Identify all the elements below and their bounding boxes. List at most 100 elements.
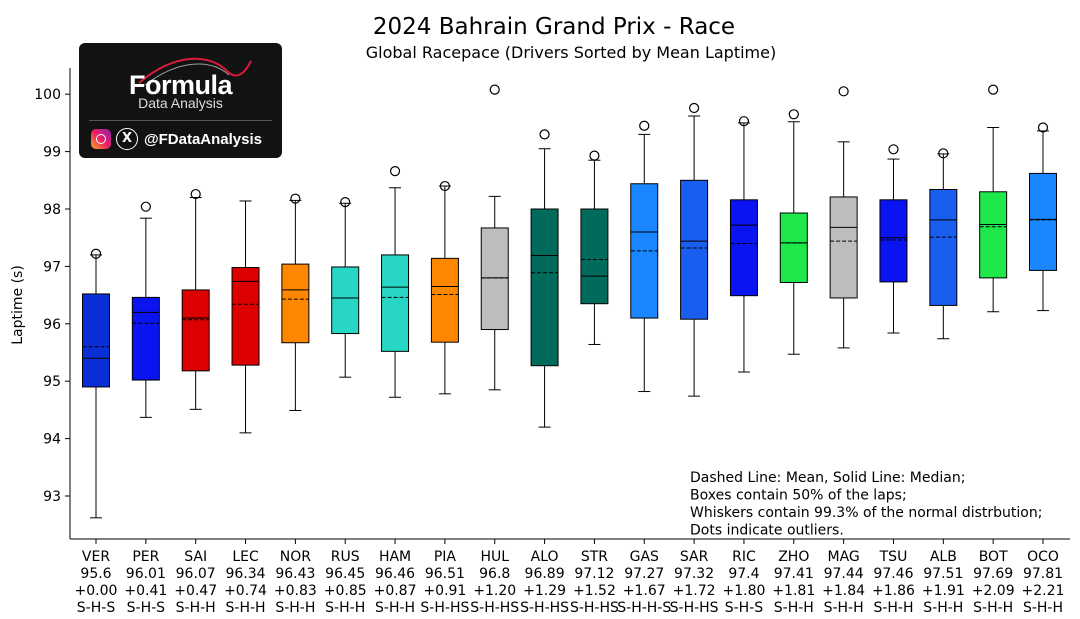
driver-label: GAS [630,549,659,565]
box-oco [1029,122,1057,312]
y-tick-label: 100 [34,87,61,103]
tyre-strategy-label: S-H-H [176,600,216,616]
box-str [580,150,609,345]
driver-label: RIC [732,549,756,565]
tyre-strategy-label: S-H-H-S [617,600,671,616]
outlier-point [788,109,799,120]
legend-note-line: Dots indicate outliers. [690,523,844,539]
gap-label: +1.81 [772,583,815,599]
box-ric [729,116,758,373]
driver-label: VER [82,549,110,565]
gap-label: +1.84 [822,583,865,599]
box-sar [680,102,709,397]
tyre-strategy-label: S-H-HS [570,600,619,616]
gap-label: +0.74 [224,583,267,599]
iqr-box [480,227,509,331]
box-alo [530,129,559,428]
logo-wordmark: Formula [128,70,233,100]
mean-laptime-label: 97.44 [824,566,864,582]
mean-laptime-label: 97.4 [728,566,759,582]
box-ham [381,166,410,398]
mean-laptime-label: 96.45 [325,566,365,582]
iqr-box [879,199,908,283]
box-nor [281,193,310,411]
y-tick-label: 99 [43,145,61,161]
tyre-strategy-label: S-H-H [923,600,963,616]
outlier-point [140,201,151,212]
box-alb [929,148,958,340]
outlier-point [689,102,700,114]
gap-label: +0.91 [423,583,466,599]
legend-note: Dashed Line: Mean, Solid Line: Median; Bo… [690,470,1042,539]
iqr-box [829,196,858,299]
tyre-strategy-label: S-H-H [1023,600,1063,616]
y-tick-label: 94 [43,432,61,448]
y-tick-label: 97 [43,259,61,275]
mean-laptime-label: 96.8 [479,566,510,582]
mean-laptime-label: 96.07 [176,566,216,582]
mean-laptime-label: 97.12 [574,566,614,582]
iqr-box [281,263,310,344]
legend-note-line: Dashed Line: Mean, Solid Line: Median; [690,470,965,486]
mean-laptime-label: 96.51 [425,566,465,582]
driver-label: SAR [680,549,709,565]
axes: 93 94 95 96 97 98 99 100 [34,68,1070,540]
gap-label: +1.80 [722,583,765,599]
box-tsu [879,144,908,334]
brand-logo: Formula Data Analysis X @FDataAnalysis [79,43,282,158]
outlier-point [190,188,201,200]
outlier-point [838,86,849,97]
mean-laptime-label: 97.41 [774,566,814,582]
driver-label: PIA [434,549,457,565]
driver-label: OCO [1027,549,1059,565]
outlier-point [389,166,401,177]
y-tick-label: 98 [43,202,61,218]
instagram-icon [91,129,111,149]
outlier-point [290,193,301,204]
gap-label: +0.41 [124,583,167,599]
tyre-strategy-label: S-H-H [973,600,1013,616]
iqr-box [779,212,808,283]
mean-laptime-label: 97.51 [923,566,963,582]
driver-label: PER [132,549,159,565]
gap-label: +0.83 [274,583,317,599]
gap-label: +0.00 [75,583,118,599]
iqr-box [381,254,410,352]
swoosh-graphic [138,57,252,86]
mean-laptime-label: 97.27 [624,566,664,582]
mean-laptime-label: 97.32 [674,566,714,582]
gap-label: +1.20 [473,583,516,599]
outlier-point [639,120,650,131]
x-icon: X [116,128,138,150]
gap-label: +2.09 [972,583,1015,599]
box-pia [430,180,459,395]
box-per [131,201,160,418]
tyre-strategy-label: S-H-H [275,600,315,616]
logo-divider [89,120,272,121]
box-ver [82,248,110,519]
iqr-box [131,296,160,381]
iqr-box [331,266,360,335]
outlier-point [90,248,102,259]
tyre-strategy-label: S-H-H [325,600,365,616]
box-plot-series [82,84,1057,519]
driver-label: LEC [232,549,259,565]
gap-label: +1.29 [523,583,566,599]
outlier-point [1037,122,1049,133]
gap-label: +0.85 [324,583,367,599]
mean-laptime-label: 95.6 [80,566,111,582]
tyre-strategy-label: S-H-H [824,600,864,616]
outlier-point [589,150,600,161]
mean-laptime-label: 97.69 [973,566,1013,582]
logo-handle: @FDataAnalysis [144,131,263,148]
box-zho [779,109,808,355]
driver-label: ZHO [778,549,809,565]
outlier-point [439,180,450,192]
outlier-point [738,116,750,127]
gap-label: +0.87 [374,583,417,599]
gap-label: +1.67 [623,583,666,599]
chart-title: 2024 Bahrain Grand Prix - Race [373,14,735,40]
driver-label: HAM [379,549,411,565]
gap-label: +1.91 [922,583,965,599]
